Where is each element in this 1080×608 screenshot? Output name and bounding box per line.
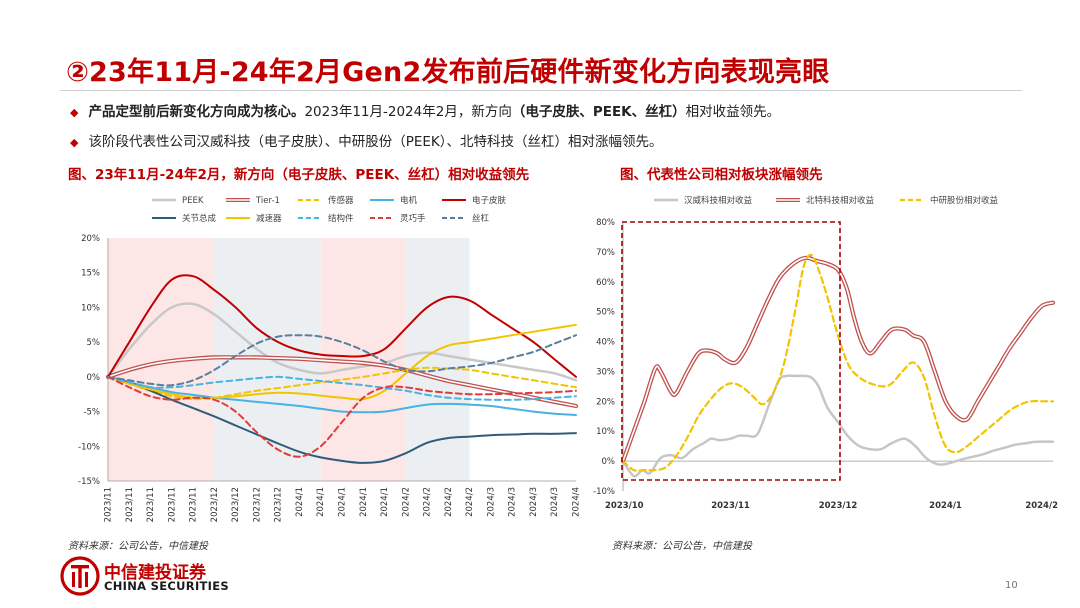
left-chart-series-0: [106, 302, 578, 382]
left-chart-x-tick: 2023/12: [252, 487, 262, 522]
left-chart-y-tick: 20%: [81, 234, 100, 244]
company-logo: 中信建投证券 CHINA SECURITIES: [60, 556, 250, 596]
left-chart-x-tick: 2023/11: [125, 487, 135, 522]
bullet-1-lead: 产品定型前后新变化方向成为核心。: [88, 104, 305, 120]
left-chart-legend-label-6: 减速器: [256, 213, 282, 224]
left-chart-series-4: [107, 274, 577, 378]
right-chart-legend-label-0: 汉威科技相对收益: [684, 195, 753, 206]
right-chart-series-1-outer: [620, 255, 1056, 464]
left-chart-series-9: [107, 334, 577, 387]
bullet-1-bold: （电子皮肤、PEEK、丝杠）: [511, 104, 686, 120]
right-chart-x-tick: 2023/11: [711, 501, 750, 511]
left-chart-legend-label-9: 丝杠: [472, 213, 490, 224]
right-chart-y-tick: 0%: [602, 457, 616, 467]
left-chart-x-tick: 2023/12: [274, 487, 284, 522]
left-chart-x-tick: 2024/3: [550, 487, 560, 517]
left-chart-series-3: [107, 375, 577, 416]
right-chart-series-2: [621, 253, 1055, 472]
left-chart-series-5: [107, 375, 577, 464]
right-chart-legend-label-1: 北特科技相对收益: [806, 195, 875, 206]
title-divider: [60, 90, 1022, 91]
left-chart-x-tick: 2024/3: [508, 487, 518, 517]
bullet-1-mid: 2023年11月-2024年2月，新方向: [304, 104, 512, 120]
left-chart-legend-label-8: 灵巧手: [400, 213, 426, 224]
right-chart-y-tick: 60%: [596, 278, 615, 288]
right-chart-source: 资料来源：公司公告，中信建投: [612, 541, 752, 552]
bullet-point-2: ◆ 该阶段代表性公司汉威科技（电子皮肤）、中研股份（PEEK）、北特科技（丝杠）相…: [70, 130, 663, 150]
left-chart-y-tick: 10%: [81, 303, 100, 313]
left-chart-title: 图、23年11月-24年2月，新方向（电子皮肤、PEEK、丝杠）相对收益领先: [68, 167, 530, 183]
left-chart-series-8: [107, 375, 577, 458]
right-chart-y-tick: 50%: [596, 308, 615, 318]
left-chart-x-tick: 2024/4: [572, 487, 582, 517]
left-chart-x-tick: 2024/2: [444, 487, 454, 517]
left-chart-legend-label-5: 关节总成: [182, 213, 217, 224]
left-chart-legend-label-0: PEEK: [182, 196, 204, 206]
bullet-2-text: 该阶段代表性公司汉威科技（电子皮肤）、中研股份（PEEK）、北特科技（丝杠）相对…: [88, 134, 663, 150]
logo-english-name: CHINA SECURITIES: [104, 579, 229, 593]
right-chart-x-tick: 2023/10: [605, 501, 644, 511]
left-chart-y-tick: 5%: [87, 338, 101, 348]
left-chart-x-tick: 2024/2: [465, 487, 475, 517]
right-chart-y-tick: 40%: [596, 338, 615, 348]
diamond-bullet-icon: ◆: [70, 136, 79, 149]
right-chart-y-tick: 30%: [596, 367, 615, 377]
right-chart-series-1: [622, 256, 1054, 462]
left-chart-series-7: [107, 375, 577, 401]
right-chart-y-tick: -10%: [593, 487, 615, 497]
left-chart-y-tick: 15%: [81, 269, 100, 279]
citic-logo-icon: [60, 556, 100, 596]
right-chart-y-tick: 20%: [596, 397, 615, 407]
left-chart-x-tick: 2024/1: [338, 487, 348, 517]
bullet-point-1: ◆ 产品定型前后新变化方向成为核心。2023年11月-2024年2月，新方向（电子…: [70, 100, 780, 120]
left-chart-x-tick: 2024/1: [295, 487, 305, 517]
left-chart-x-tick: 2023/11: [189, 487, 199, 522]
left-chart-x-tick: 2023/11: [104, 487, 114, 522]
left-chart-x-tick: 2024/2: [423, 487, 433, 517]
left-chart-x-tick: 2024/1: [359, 487, 369, 517]
right-chart-series-0: [621, 374, 1055, 478]
left-chart-source: 资料来源：公司公告，中信建投: [68, 541, 208, 552]
left-chart-x-tick: 2024/3: [529, 487, 539, 517]
left-chart-y-tick: 0%: [87, 373, 101, 383]
right-chart-y-tick: 10%: [596, 427, 615, 437]
bullet-1-tail: 相对收益领先。: [685, 104, 781, 120]
right-chart-highlight-box: [621, 221, 841, 481]
right-chart-x-tick: 2024/1: [929, 501, 962, 511]
left-chart-x-tick: 2024/1: [380, 487, 390, 517]
right-chart-title: 图、代表性公司相对板块涨幅领先: [620, 167, 823, 183]
page-title: ②23年11月-24年2月Gen2发布前后硬件新变化方向表现亮眼: [66, 57, 830, 88]
left-chart-x-tick: 2023/12: [231, 487, 241, 522]
diamond-bullet-icon: ◆: [70, 106, 79, 119]
right-chart-x-tick: 2023/12: [819, 501, 858, 511]
left-chart-shaded-band-3: [405, 238, 470, 481]
left-chart-x-tick: 2024/2: [401, 487, 411, 517]
left-chart-x-tick: 2024/1: [316, 487, 326, 517]
right-chart-legend-label-2: 中研股份相对收益: [930, 195, 999, 206]
left-chart-series-1: [107, 356, 577, 407]
page-number: 10: [1005, 580, 1018, 591]
left-chart-x-tick: 2024/3: [486, 487, 496, 517]
left-chart-y-tick: -15%: [78, 477, 100, 487]
left-chart-legend-label-3: 电机: [400, 195, 418, 206]
left-chart-x-tick: 2023/12: [210, 487, 220, 522]
left-chart-x-tick: 2023/11: [146, 487, 156, 522]
left-chart-legend-label-7: 结构件: [328, 213, 354, 224]
left-chart-y-tick: -5%: [83, 408, 100, 418]
left-chart-legend-label-2: 传感器: [328, 195, 354, 206]
right-chart-y-tick: 70%: [596, 248, 615, 258]
left-chart-x-tick: 2023/11: [167, 487, 177, 522]
right-chart-y-tick: 80%: [596, 218, 615, 228]
left-chart-y-tick: -10%: [78, 442, 100, 452]
right-chart-x-tick: 2024/2: [1025, 501, 1058, 511]
left-chart-legend-label-4: 电子皮肤: [472, 195, 507, 206]
left-chart-legend-label-1: Tier-1: [255, 196, 280, 206]
logo-chinese-name: 中信建投证券: [104, 563, 206, 583]
left-chart-series-6: [107, 323, 577, 401]
